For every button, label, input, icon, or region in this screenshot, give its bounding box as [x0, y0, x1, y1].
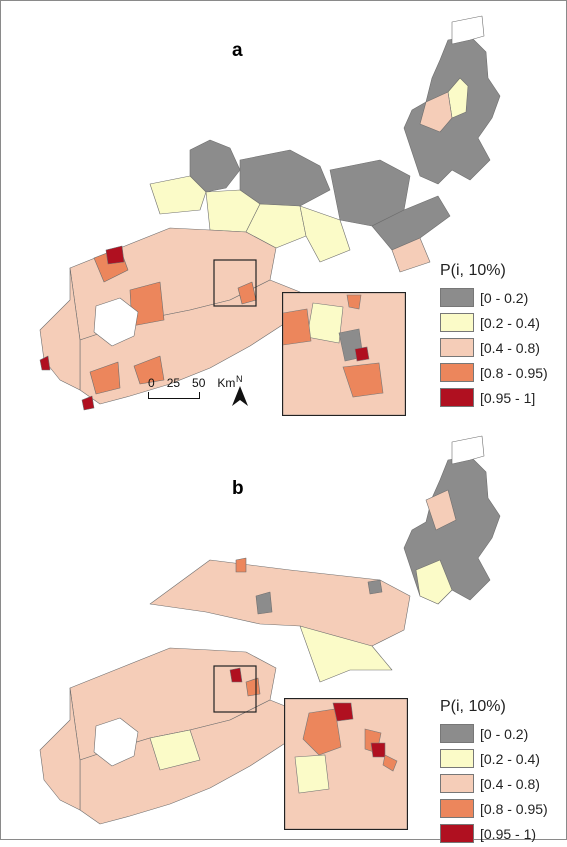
legend-a-row-2: [0.4 - 0.8): [440, 336, 548, 359]
b-cape-breton-pink: [425, 489, 457, 531]
legend-a-swatch-3: [440, 363, 474, 382]
a-north-shore-2: [149, 175, 207, 215]
a-cape-breton-north: [451, 15, 485, 45]
b-south-yellow: [149, 729, 201, 771]
legend-a-swatch-1: [440, 313, 474, 332]
b-red-1: [229, 667, 243, 683]
b-north-yellow: [299, 625, 393, 683]
b-cape-breton-yellow: [415, 559, 453, 605]
b-orange-1: [235, 557, 247, 573]
legend-a-label-0: [0 - 0.2): [480, 289, 529, 306]
a-central-yellow: [299, 205, 351, 263]
scale-unit: Km: [217, 376, 236, 390]
legend-a-row-4: [0.95 - 1]: [440, 386, 548, 409]
panel-a-inset: [282, 292, 406, 416]
b-grey-2: [367, 579, 383, 595]
a-red-1: [105, 245, 125, 265]
legend-b-swatch-1: [440, 749, 474, 768]
legend-b-label-4: [0.95 - 1): [480, 825, 537, 842]
b-north-shore: [149, 559, 411, 647]
a-east-pink: [391, 237, 431, 273]
a-orange-3: [89, 361, 121, 395]
panel-b-inset-map: [284, 698, 408, 830]
b-lake: [93, 717, 139, 767]
a-red-3: [81, 395, 95, 411]
legend-b-swatch-0: [440, 724, 474, 743]
legend-a-label-3: [0.8 - 0.95): [480, 364, 548, 381]
panel-a-scalebar: 0 25 50 Km: [148, 376, 235, 399]
panel-a-inset-map: [282, 292, 406, 416]
b-inset-marker: [213, 665, 257, 713]
panel-a-label: a: [232, 40, 243, 61]
legend-a-row-0: [0 - 0.2): [440, 286, 548, 309]
legend-b-label-3: [0.8 - 0.95): [480, 800, 548, 817]
legend-a-swatch-0: [440, 288, 474, 307]
legend-b-row-4: [0.95 - 1): [440, 822, 548, 845]
legend-b-row-1: [0.2 - 0.4): [440, 747, 548, 770]
legend-a-title: P(i, 10%): [440, 262, 506, 279]
legend-a-row-3: [0.8 - 0.95): [440, 361, 548, 384]
legend-b-label-2: [0.4 - 0.8): [480, 775, 540, 792]
legend-b-label-0: [0 - 0.2): [480, 725, 529, 742]
b-cape-breton-north: [451, 435, 485, 465]
a-orange-4: [133, 355, 165, 385]
a-inset-marker: [213, 259, 257, 307]
a-lake: [93, 297, 139, 347]
scale-tick-25: 25: [166, 376, 181, 390]
panel-a-legend: P(i, 10%) [0 - 0.2) [0.2 - 0.4) [0.4 - 0…: [440, 262, 548, 411]
legend-b-swatch-3: [440, 799, 474, 818]
legend-b-label-1: [0.2 - 0.4): [480, 750, 540, 767]
panel-b-map: [39, 435, 501, 825]
legend-a-label-4: [0.95 - 1]: [480, 389, 536, 406]
legend-a-swatch-2: [440, 338, 474, 357]
scale-tick-50: 50: [192, 376, 206, 390]
a-north-shore-6: [245, 203, 307, 249]
legend-b-swatch-4: [440, 824, 474, 843]
a-north-shore-3: [239, 149, 331, 207]
legend-a-label-1: [0.2 - 0.4): [480, 314, 540, 331]
b-grey-1: [255, 591, 273, 615]
legend-a-label-2: [0.4 - 0.8): [480, 339, 540, 356]
legend-b-title: P(i, 10%): [440, 698, 506, 715]
panel-b-inset: [284, 698, 408, 830]
b-west-tip: [39, 687, 81, 811]
legend-b-row-2: [0.4 - 0.8): [440, 772, 548, 795]
a-north-label: N: [236, 374, 243, 384]
panel-a-map: N: [39, 15, 501, 411]
legend-a-row-1: [0.2 - 0.4): [440, 311, 548, 334]
legend-b-row-0: [0 - 0.2): [440, 722, 548, 745]
scale-tick-0: 0: [148, 376, 155, 390]
legend-b-swatch-2: [440, 774, 474, 793]
legend-b-row-3: [0.8 - 0.95): [440, 797, 548, 820]
a-north-arrow: [232, 386, 248, 406]
a-cape-breton-pink: [419, 91, 453, 133]
panel-b-label: b: [232, 478, 244, 499]
a-red-2: [39, 355, 51, 371]
panel-b-legend: P(i, 10%) [0 - 0.2) [0.2 - 0.4) [0.4 - 0…: [440, 698, 548, 847]
legend-a-swatch-4: [440, 388, 474, 407]
